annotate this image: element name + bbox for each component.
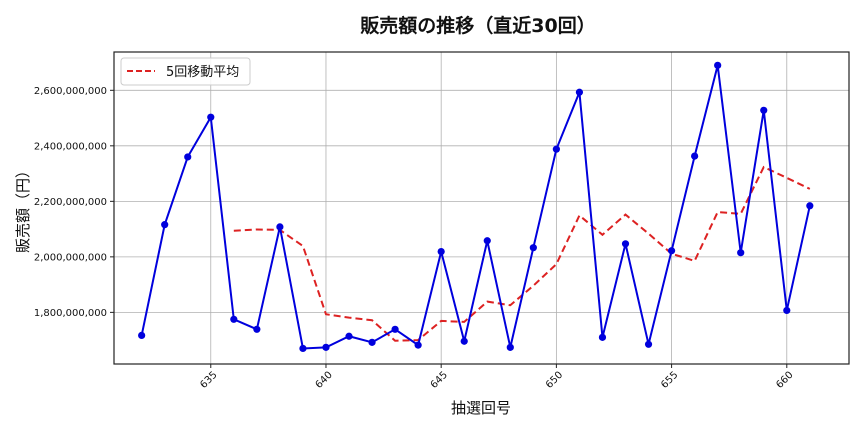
sales-line xyxy=(138,61,814,353)
sales-data-point xyxy=(322,343,330,351)
y-tick-label: 2,200,000,000 xyxy=(34,197,107,208)
sales-data-point xyxy=(621,240,630,248)
x-tick-label: 635 xyxy=(198,370,219,391)
sales-data-point xyxy=(714,61,722,69)
y-axis-ticks: 1,800,000,000 2,000,000,000 2,200,000,000 2… xyxy=(34,86,114,319)
sales-data-point xyxy=(138,331,146,340)
legend-box xyxy=(120,57,251,86)
sales-data-point xyxy=(760,106,768,114)
x-tick-label: 645 xyxy=(429,370,450,391)
sales-data-point xyxy=(230,315,238,323)
x-axis-ticks: 635 640 645 650 655 660 xyxy=(198,364,796,391)
sales-data-point xyxy=(691,152,699,160)
sales-data-point xyxy=(575,88,584,96)
y-tick-label: 2,000,000,000 xyxy=(34,252,107,263)
sales-data-point xyxy=(644,340,653,348)
legend-label-moving-average: 5回移動平均 xyxy=(166,65,239,80)
y-tick-label: 1,800,000,000 xyxy=(34,308,107,319)
sales-data-point xyxy=(299,344,307,353)
sales-data-point xyxy=(506,343,514,351)
x-tick-label: 640 xyxy=(314,370,335,391)
sales-data-point xyxy=(414,341,422,349)
sales-data-point xyxy=(207,113,215,121)
chart-title: 販売額の推移（直近30回） xyxy=(360,14,595,37)
sales-data-point xyxy=(253,325,261,333)
x-tick-label: 650 xyxy=(544,370,565,391)
sales-data-point xyxy=(184,153,192,161)
x-tick-label: 655 xyxy=(659,370,680,391)
sales-data-point xyxy=(598,333,607,341)
sales-data-point xyxy=(806,202,814,210)
plot-frame xyxy=(113,51,850,365)
moving-average-line xyxy=(233,165,811,342)
sales-data-point xyxy=(737,249,745,257)
y-tick-label: 2,400,000,000 xyxy=(34,141,107,152)
x-axis-label: 抽選回号 xyxy=(451,399,511,417)
sales-data-point xyxy=(368,338,376,346)
sales-data-point xyxy=(437,247,445,256)
sales-data-point xyxy=(391,325,399,333)
sales-data-point xyxy=(667,247,676,255)
sales-data-point xyxy=(161,221,169,229)
sales-data-point xyxy=(483,237,491,245)
sales-polyline xyxy=(140,65,811,350)
sales-data-point xyxy=(529,244,537,252)
grid-lines xyxy=(114,52,849,364)
sales-data-point xyxy=(783,306,791,315)
sales-data-point xyxy=(345,332,353,340)
x-tick-label: 660 xyxy=(774,370,795,391)
sales-data-point xyxy=(552,145,560,153)
sales-data-point xyxy=(276,223,284,231)
sales-data-point xyxy=(460,337,468,345)
legend: 5回移動平均 xyxy=(120,57,251,86)
y-tick-label: 2,600,000,000 xyxy=(34,86,107,97)
y-axis-label: 販売額（円） xyxy=(14,163,32,253)
moving-average-polyline xyxy=(233,165,811,342)
